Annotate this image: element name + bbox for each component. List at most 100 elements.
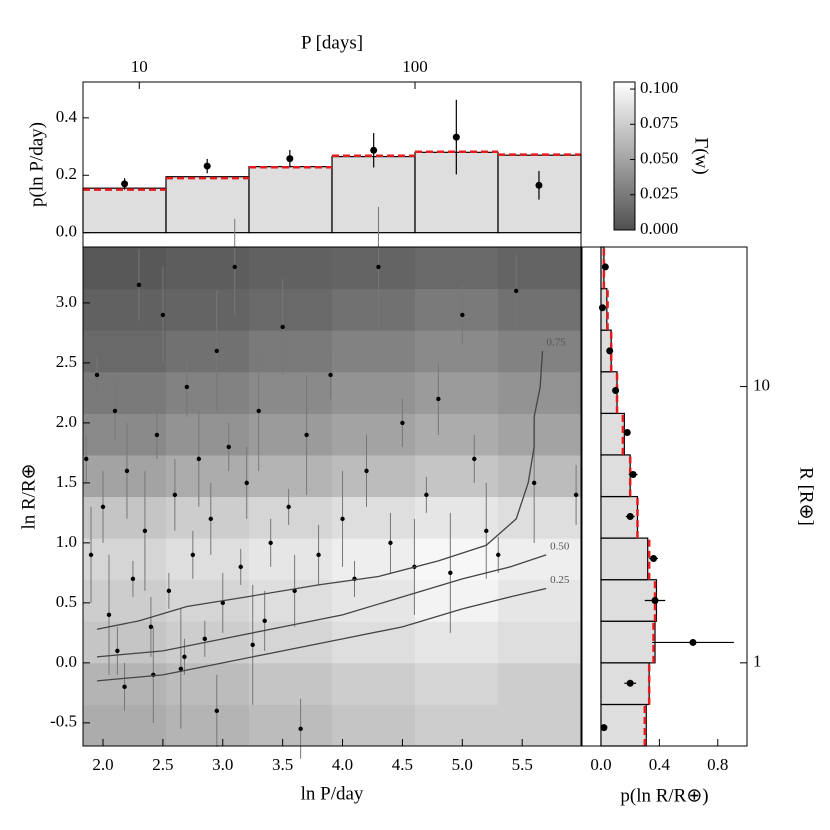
data-point	[178, 666, 184, 672]
heat-cell	[332, 288, 416, 331]
heat-cell	[332, 413, 416, 456]
heat-cell	[83, 704, 167, 747]
data-point	[514, 288, 519, 294]
contour-label: 0.75	[547, 336, 567, 348]
y-axis-label: p(ln P/day)	[26, 122, 47, 207]
data-point	[280, 324, 285, 330]
heat-cell	[249, 704, 333, 747]
y-tick-label: -0.5	[50, 712, 77, 731]
x-tick-label: 2.5	[152, 755, 173, 774]
data-point	[364, 468, 369, 474]
data-point	[148, 624, 154, 630]
data-point	[535, 181, 543, 189]
data-point	[376, 264, 381, 270]
heat-cell	[83, 288, 167, 331]
data-point	[136, 282, 142, 288]
data-point	[452, 133, 460, 141]
x-tick-label: 5.0	[452, 755, 473, 774]
data-point	[226, 444, 231, 450]
data-point	[601, 263, 609, 271]
data-point	[84, 456, 89, 462]
data-point	[286, 155, 294, 163]
heat-cell	[498, 538, 582, 581]
data-point	[340, 516, 345, 522]
colorbar-tick-label: 0.050	[640, 148, 678, 167]
heat-cell	[498, 454, 582, 498]
data-point	[573, 492, 579, 498]
heat-cell	[83, 454, 167, 498]
heat-cell	[249, 413, 333, 456]
heat-cell	[249, 662, 333, 705]
y-tick-label: 0.5	[56, 592, 77, 611]
heat-cell	[249, 538, 333, 581]
heat-cell	[83, 579, 167, 622]
data-point	[122, 684, 127, 690]
heat-cell	[249, 247, 333, 290]
data-point	[606, 347, 614, 355]
data-point	[106, 612, 112, 618]
data-point	[612, 386, 620, 394]
y-tick-label: 1.5	[56, 472, 77, 491]
heat-cell	[166, 496, 250, 539]
heat-cell	[332, 538, 416, 581]
x-tick-label: 2.0	[92, 755, 113, 774]
data-point	[100, 504, 106, 510]
y2-tick-label: 1	[753, 652, 762, 671]
heat-cell	[498, 579, 582, 622]
heat-cell	[415, 371, 499, 414]
x-tick-label: 0.4	[649, 755, 671, 774]
heat-cell	[249, 496, 333, 539]
heat-cell	[332, 330, 416, 373]
y-tick-label: 3.0	[56, 292, 77, 311]
data-point	[232, 264, 237, 270]
heat-cell	[249, 330, 333, 373]
heat-cell	[415, 454, 499, 498]
x-tick-label: 3.5	[272, 755, 293, 774]
x-axis-label: p(ln R/R⊕)	[620, 785, 708, 806]
data-point	[286, 504, 291, 510]
x-tick-label: 5.5	[512, 755, 533, 774]
x-tick-label: 4.0	[332, 755, 353, 774]
heat-cell	[498, 247, 582, 290]
data-point	[220, 600, 225, 606]
data-point	[650, 554, 658, 562]
contour-label: 0.25	[550, 574, 570, 586]
axes-frame	[82, 246, 582, 747]
heat-cell	[166, 704, 250, 747]
heat-cell	[83, 371, 167, 414]
data-point	[184, 384, 190, 390]
axes-frame	[581, 246, 748, 747]
heat-cell	[332, 371, 416, 414]
heat-cell	[166, 454, 250, 498]
heat-cell	[498, 371, 582, 414]
heat-cell	[249, 621, 333, 664]
heat-cell	[83, 496, 167, 539]
top-tick-label: 10	[131, 57, 148, 76]
data-point	[142, 528, 148, 534]
contour-line	[96, 587, 547, 682]
data-point	[124, 468, 130, 474]
data-point	[626, 512, 634, 520]
data-point	[651, 596, 659, 604]
hist-bar	[600, 620, 656, 664]
data-point	[202, 636, 208, 642]
data-point	[244, 480, 249, 486]
y-tick-label: 2.5	[56, 352, 77, 371]
colorbar-tick-label: 0.000	[640, 219, 678, 238]
y-tick-label: 0.0	[56, 652, 77, 671]
data-point	[166, 588, 172, 594]
data-point	[600, 724, 608, 732]
data-point	[121, 180, 129, 188]
top-axis-label: P [days]	[301, 32, 363, 53]
data-point	[250, 642, 255, 648]
data-point	[304, 432, 309, 438]
data-point	[292, 588, 297, 594]
heat-cell	[498, 330, 582, 373]
colorbar-tick-label: 0.075	[640, 113, 678, 132]
heat-cell	[332, 621, 416, 664]
hist-bar	[600, 412, 625, 456]
hist-bar	[600, 703, 647, 747]
data-point	[94, 372, 100, 378]
x-tick-label: 4.5	[392, 755, 413, 774]
